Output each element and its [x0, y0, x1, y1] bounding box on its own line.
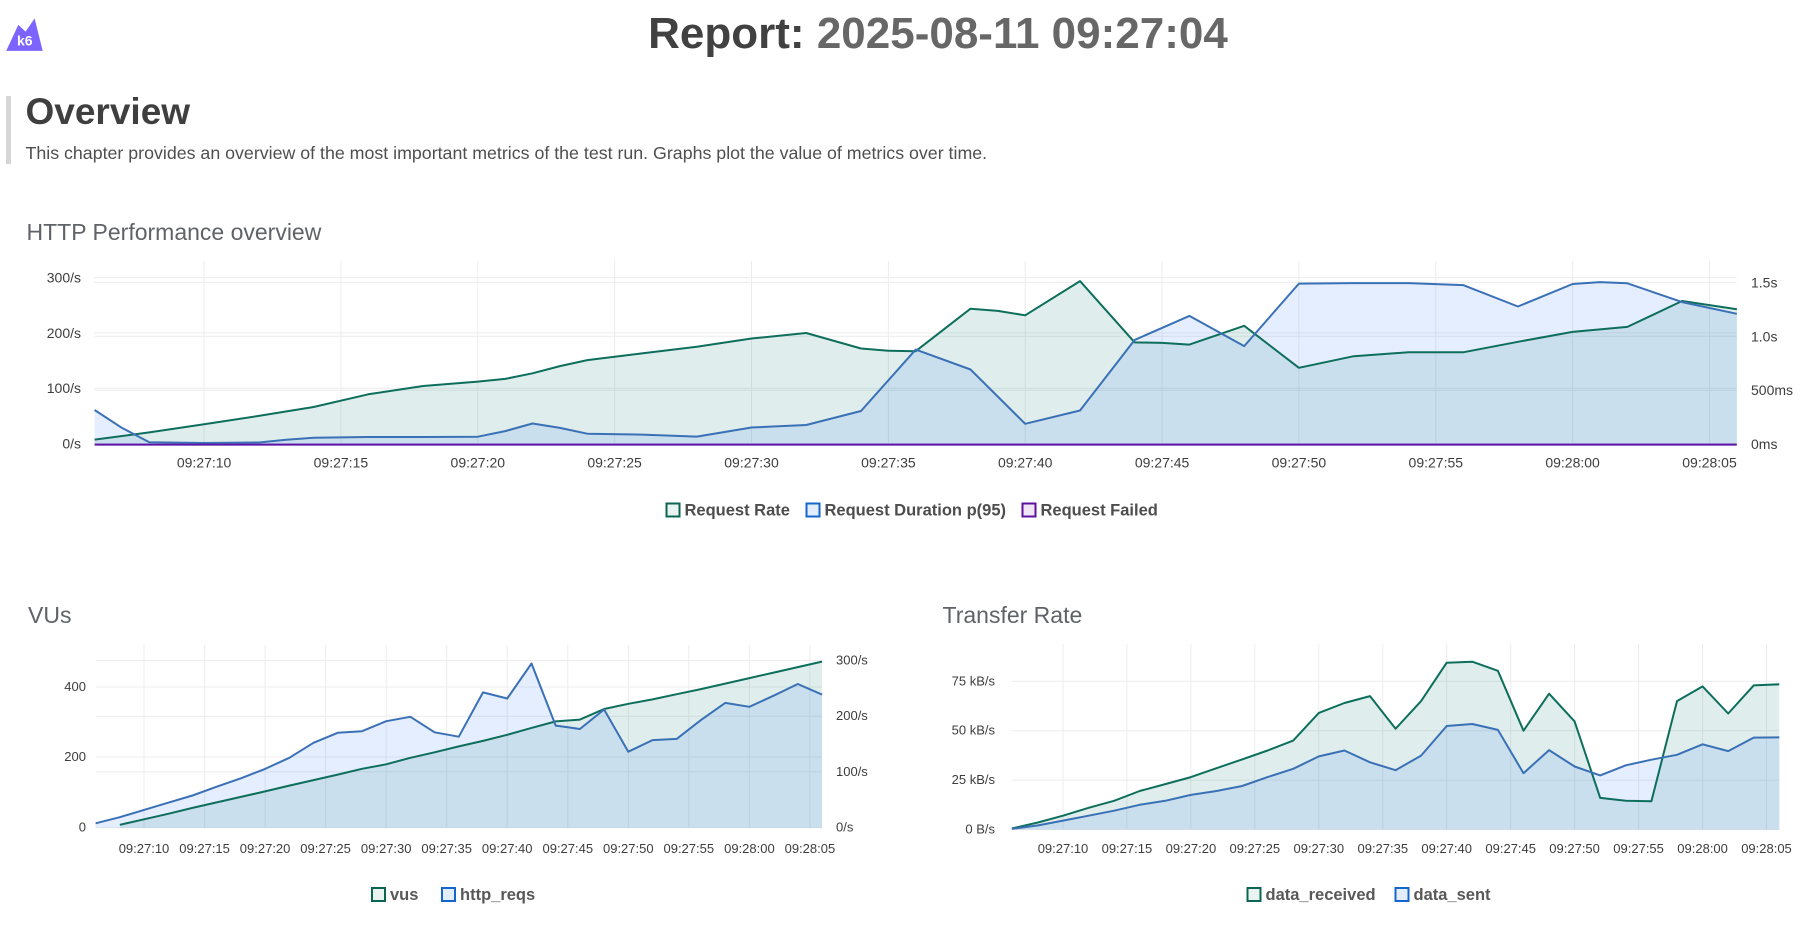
svg-text:50 kB/s: 50 kB/s — [952, 723, 996, 738]
svg-text:Request Duration p(95): Request Duration p(95) — [825, 502, 1007, 520]
svg-text:09:27:40: 09:27:40 — [998, 455, 1053, 471]
svg-text:09:27:25: 09:27:25 — [300, 841, 351, 856]
svg-text:1.5s: 1.5s — [1751, 274, 1777, 290]
svg-text:http_reqs: http_reqs — [460, 886, 535, 904]
svg-text:data_sent: data_sent — [1414, 886, 1492, 904]
svg-text:09:27:45: 09:27:45 — [542, 841, 593, 856]
svg-text:0 B/s: 0 B/s — [965, 822, 995, 837]
svg-text:09:27:50: 09:27:50 — [603, 841, 654, 856]
svg-text:200/s: 200/s — [47, 325, 81, 341]
svg-text:09:28:00: 09:28:00 — [1545, 455, 1600, 471]
svg-text:data_received: data_received — [1266, 886, 1376, 904]
svg-text:09:27:35: 09:27:35 — [421, 841, 472, 856]
svg-text:09:27:40: 09:27:40 — [1421, 841, 1472, 856]
svg-text:09:27:25: 09:27:25 — [1229, 841, 1280, 856]
svg-text:09:28:00: 09:28:00 — [1677, 841, 1728, 856]
svg-text:09:27:40: 09:27:40 — [482, 841, 533, 856]
svg-text:09:27:10: 09:27:10 — [177, 455, 232, 471]
svg-text:Transfer Rate: Transfer Rate — [943, 602, 1083, 628]
svg-text:1.0s: 1.0s — [1751, 328, 1777, 344]
svg-text:200: 200 — [64, 749, 86, 764]
svg-text:09:28:05: 09:28:05 — [1741, 841, 1792, 856]
svg-text:09:27:25: 09:27:25 — [587, 455, 642, 471]
svg-text:09:27:35: 09:27:35 — [861, 455, 916, 471]
svg-text:09:27:30: 09:27:30 — [724, 455, 779, 471]
svg-text:09:27:20: 09:27:20 — [240, 841, 291, 856]
svg-text:25 kB/s: 25 kB/s — [952, 772, 996, 787]
svg-text:09:27:30: 09:27:30 — [1293, 841, 1344, 856]
svg-text:300/s: 300/s — [836, 653, 868, 668]
svg-text:09:27:10: 09:27:10 — [119, 841, 170, 856]
svg-text:09:27:55: 09:27:55 — [1613, 841, 1664, 856]
svg-text:09:27:35: 09:27:35 — [1357, 841, 1408, 856]
svg-text:09:27:15: 09:27:15 — [1102, 841, 1153, 856]
svg-text:09:27:30: 09:27:30 — [361, 841, 412, 856]
svg-text:VUs: VUs — [28, 602, 71, 628]
svg-text:09:27:55: 09:27:55 — [1409, 455, 1464, 471]
svg-text:400: 400 — [64, 679, 86, 694]
svg-text:75 kB/s: 75 kB/s — [952, 673, 996, 688]
svg-text:09:27:45: 09:27:45 — [1485, 841, 1536, 856]
svg-text:09:28:05: 09:28:05 — [1682, 455, 1737, 471]
svg-text:09:27:10: 09:27:10 — [1038, 841, 1089, 856]
svg-text:0/s: 0/s — [62, 436, 81, 452]
svg-text:0/s: 0/s — [836, 820, 854, 835]
svg-text:Request Failed: Request Failed — [1041, 502, 1158, 520]
svg-text:100/s: 100/s — [836, 764, 868, 779]
svg-text:09:28:05: 09:28:05 — [785, 841, 836, 856]
svg-text:HTTP Performance overview: HTTP Performance overview — [27, 219, 322, 245]
svg-text:09:27:15: 09:27:15 — [314, 455, 369, 471]
svg-text:Request Rate: Request Rate — [685, 502, 790, 520]
svg-text:300/s: 300/s — [47, 270, 81, 286]
svg-text:09:28:00: 09:28:00 — [724, 841, 775, 856]
svg-text:vus: vus — [390, 886, 418, 904]
svg-text:100/s: 100/s — [47, 380, 81, 396]
svg-text:k6: k6 — [17, 33, 33, 49]
svg-text:0ms: 0ms — [1751, 436, 1777, 452]
svg-text:09:27:50: 09:27:50 — [1272, 455, 1327, 471]
svg-text:09:27:20: 09:27:20 — [451, 455, 506, 471]
svg-text:09:27:55: 09:27:55 — [663, 841, 714, 856]
svg-text:09:27:50: 09:27:50 — [1549, 841, 1600, 856]
svg-text:09:27:15: 09:27:15 — [179, 841, 230, 856]
svg-text:09:27:20: 09:27:20 — [1166, 841, 1217, 856]
svg-text:09:27:45: 09:27:45 — [1135, 455, 1190, 471]
svg-text:500ms: 500ms — [1751, 382, 1793, 398]
svg-text:200/s: 200/s — [836, 708, 868, 723]
svg-text:0: 0 — [79, 820, 86, 835]
